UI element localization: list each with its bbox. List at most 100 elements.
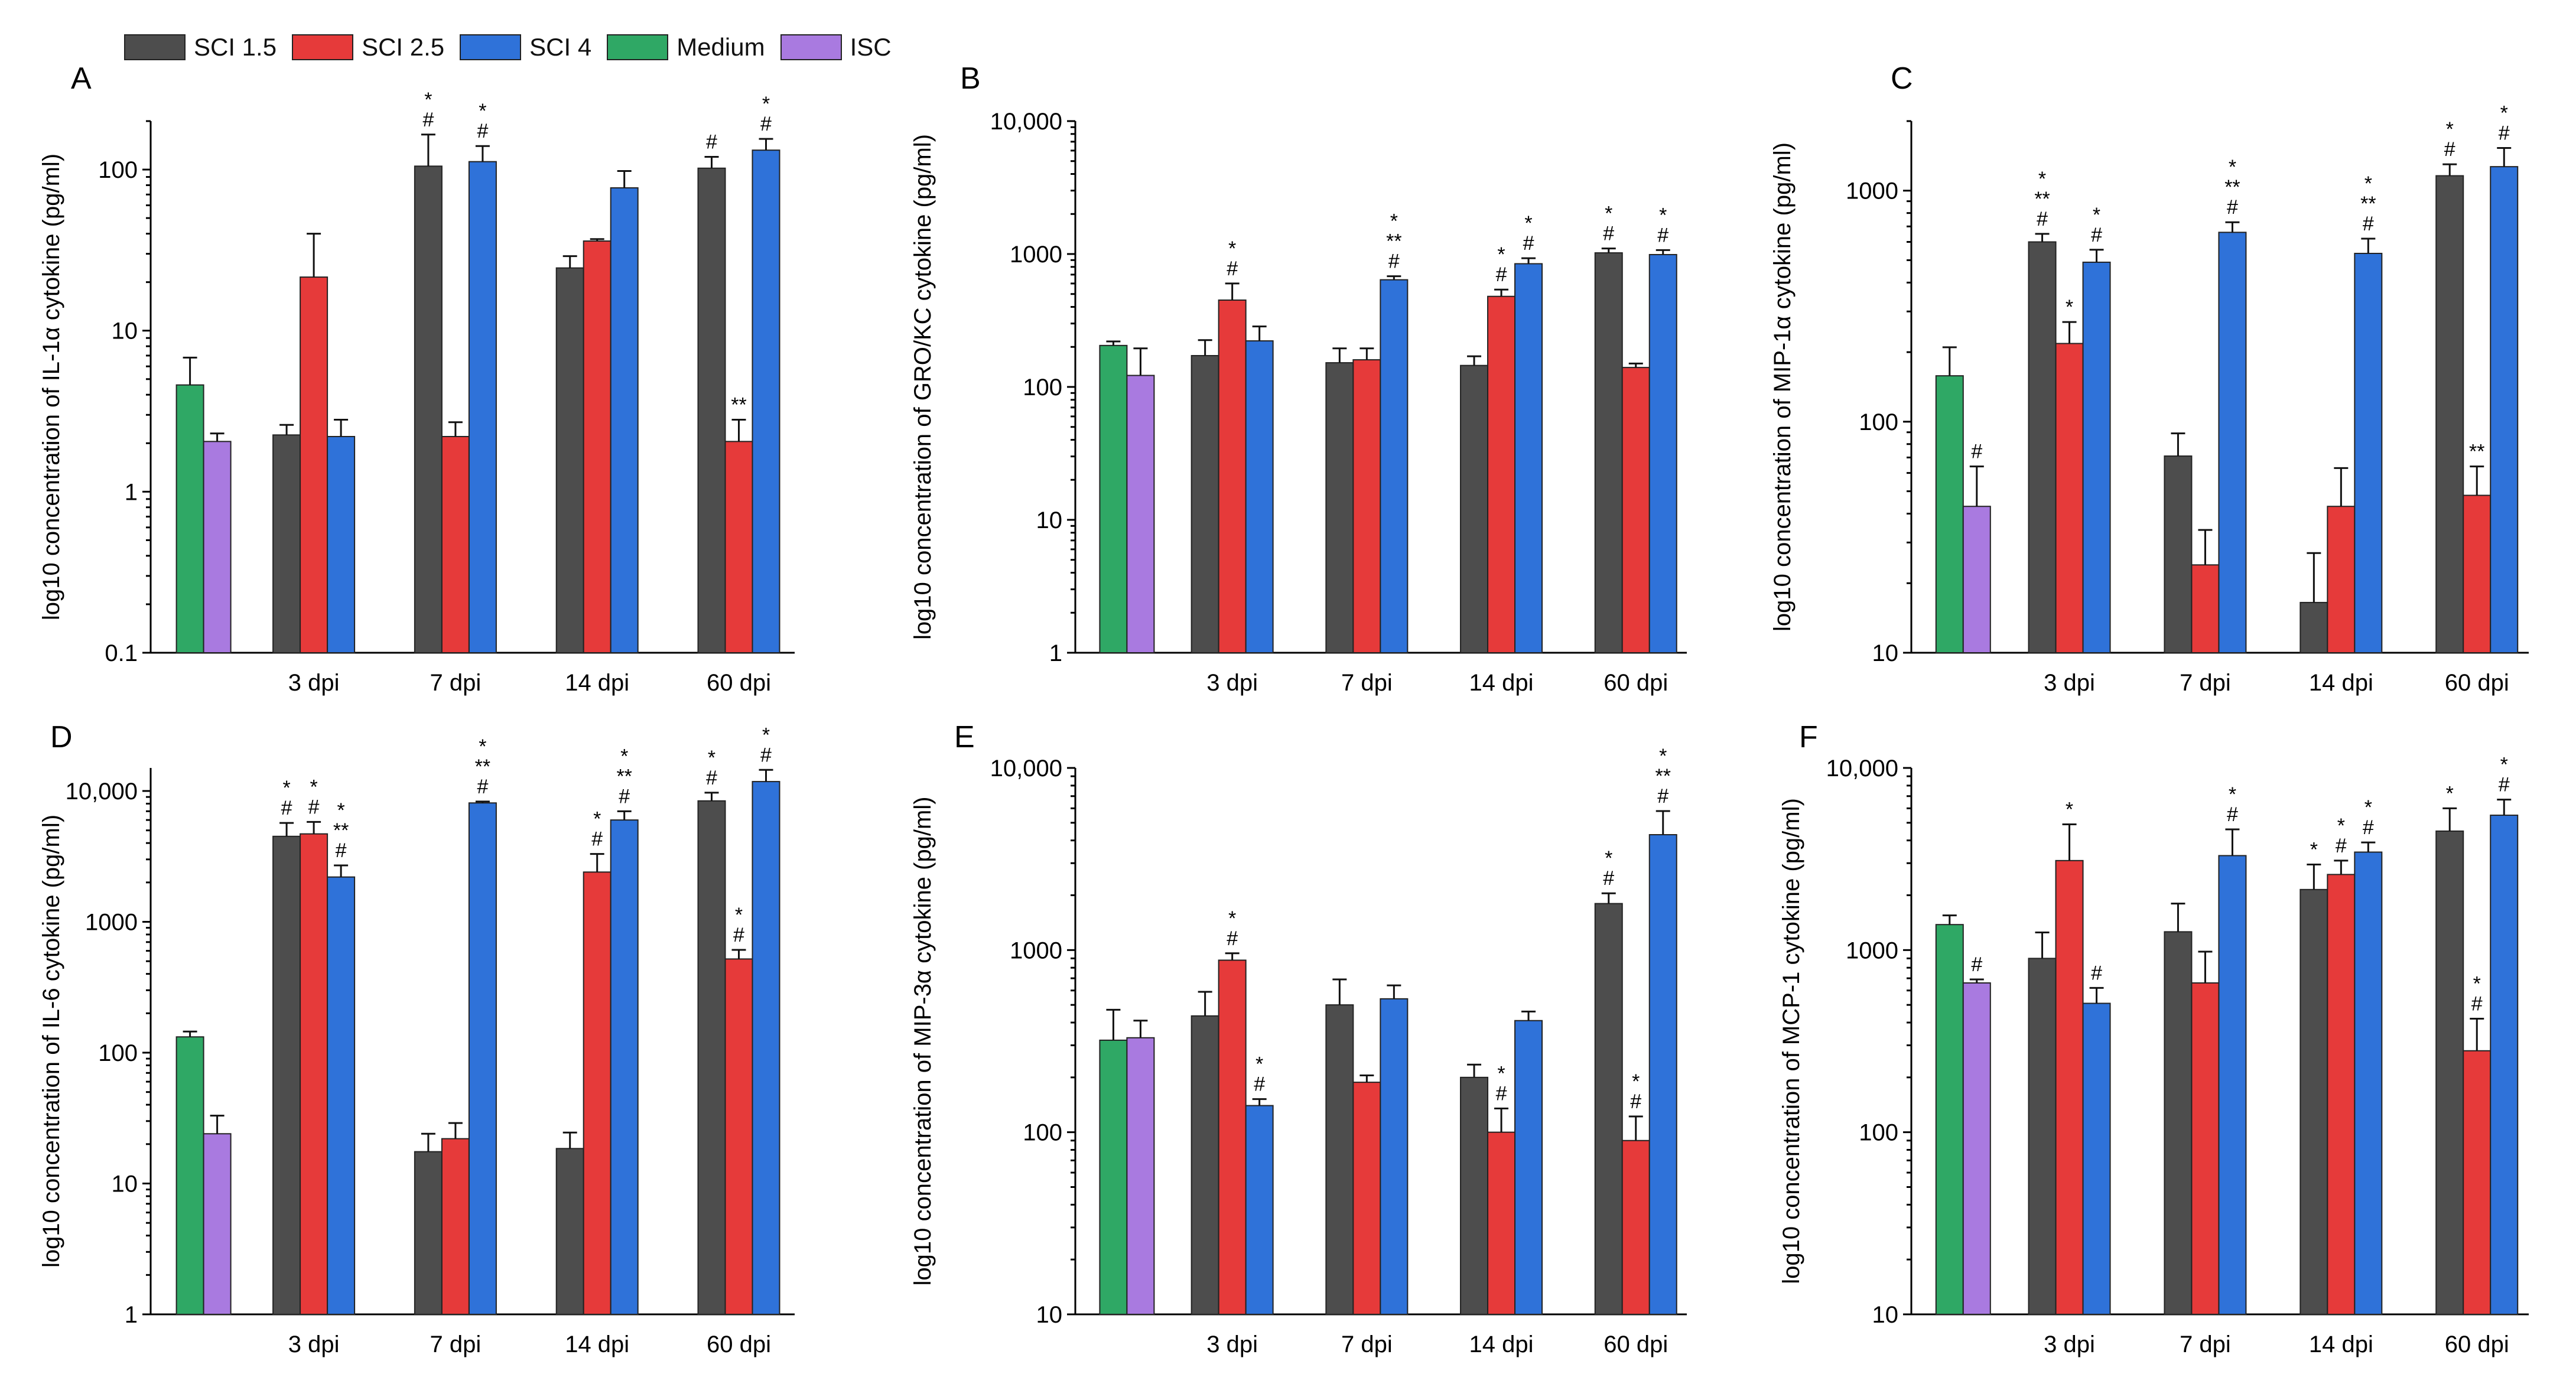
significance-marker: # [619,785,630,808]
y-tick-label: 0.1 [105,640,138,666]
bar-sci-2-5 [2463,494,2492,654]
y-tick-label: 1 [125,479,138,505]
bar-sci-1-5 [414,165,443,653]
bar-sci-2-5 [583,871,612,1315]
bar-sci-4 [2354,851,2383,1315]
bar-sci-1-5 [1325,362,1354,653]
legend-item-sci-2-5: SCI 2.5 [292,33,444,61]
significance-marker: * [2500,102,2508,125]
bar-sci-1-5 [414,1151,443,1315]
bar-medium [175,384,204,654]
y-tick-label: 10,000 [990,109,1062,135]
y-axis-title: log10 concentration of MIP-1α cytokine (… [1770,142,1796,631]
y-axis-title: log10 concentration of MIP-3α cytokine (… [910,797,936,1286]
x-category-label: 7 dpi [2180,1331,2231,1357]
significance-marker: ** [616,765,632,787]
y-tick-label: 10,000 [1826,756,1898,782]
significance-marker: # [760,113,772,135]
bar-sci-4 [610,187,639,653]
y-tick-label: 1000 [85,910,138,936]
y-tick-label: 10 [1872,1302,1899,1328]
bar-sci-4 [1514,263,1543,654]
x-category-label: 60 dpi [2445,1331,2509,1357]
y-axis-title: log10 concentration of GRO/KC cytokine (… [910,134,936,640]
legend-swatch-medium [607,34,669,60]
bar-sci-4 [327,435,356,653]
y-tick-label: 100 [1023,375,1062,401]
bar-medium [1935,375,1964,653]
legend-label-sci-2-5: SCI 2.5 [362,33,445,61]
significance-marker: * [2364,796,2372,819]
y-tick-label: 1 [1049,640,1062,666]
legend-label-sci-4: SCI 4 [529,33,592,61]
bar-sci-2-5 [1218,299,1247,654]
bar-sci-4 [2354,252,2383,654]
significance-marker: # [1227,927,1238,950]
significance-marker: ** [731,393,746,416]
significance-marker: # [2037,208,2048,230]
significance-marker: * [337,799,344,822]
bar-sci-1-5 [2299,601,2328,653]
significance-marker: * [479,735,486,758]
bar-sci-1-5 [1594,903,1623,1315]
significance-marker: ** [1655,765,1671,787]
significance-marker: # [1657,224,1668,246]
bar-isc [203,1133,232,1315]
bar-sci-2-5 [2463,1050,2492,1316]
bar-sci-2-5 [724,441,753,654]
significance-marker: * [1228,237,1236,260]
bar-isc [1962,982,1991,1316]
bar-sci-2-5 [1218,959,1247,1315]
bar-sci-4 [468,161,497,654]
y-axis-title: log10 concentration of IL-6 cytokine (pg… [38,815,64,1268]
bar-sci-1-5 [1594,252,1623,654]
significance-marker: * [2364,172,2372,195]
significance-marker: # [1971,953,1982,976]
significance-marker: # [2499,774,2510,796]
significance-marker: # [1971,441,1982,463]
y-tick-label: 1 [125,1302,138,1328]
bar-sci-2-5 [441,1138,470,1316]
panel-letter: B [960,61,981,96]
significance-marker: * [1390,210,1398,233]
bar-sci-2-5 [724,958,753,1315]
significance-marker: * [2066,799,2073,821]
significance-marker: ** [475,756,490,778]
bar-isc [1962,506,1991,653]
significance-marker: # [281,797,292,819]
significance-marker: * [2066,296,2073,318]
bar-sci-1-5 [697,167,726,653]
bar-sci-2-5 [1487,1131,1516,1315]
legend-swatch-sci-4 [460,34,522,60]
bar-sci-4 [1514,1020,1543,1315]
significance-marker: # [477,776,488,798]
significance-marker: # [308,796,320,818]
x-category-label: 14 dpi [565,1331,629,1357]
x-category-label: 7 dpi [1341,1331,1393,1357]
bar-sci-2-5 [1352,1082,1381,1315]
significance-marker: # [477,120,488,142]
y-tick-label: 1000 [1010,937,1062,963]
x-category-label: 60 dpi [707,670,771,696]
bar-sci-1-5 [2028,241,2057,654]
bar-isc [203,441,232,654]
y-tick-label: 10,000 [990,756,1062,782]
significance-marker: # [1254,1073,1265,1096]
bar-sci-1-5 [555,1148,584,1315]
significance-marker: * [1256,1053,1263,1076]
bar-sci-2-5 [1621,367,1650,654]
significance-marker: * [1524,212,1532,235]
legend-swatch-sci-1-5 [124,34,186,60]
bar-sci-4 [2490,166,2519,654]
significance-marker: * [735,904,743,926]
significance-marker: * [310,776,317,798]
bar-sci-1-5 [1460,1076,1489,1316]
significance-marker: ** [2224,176,2240,198]
x-category-label: 60 dpi [1604,1331,1668,1357]
significance-marker: # [2471,992,2483,1015]
x-category-label: 3 dpi [288,1331,340,1357]
significance-marker: # [1603,867,1614,890]
